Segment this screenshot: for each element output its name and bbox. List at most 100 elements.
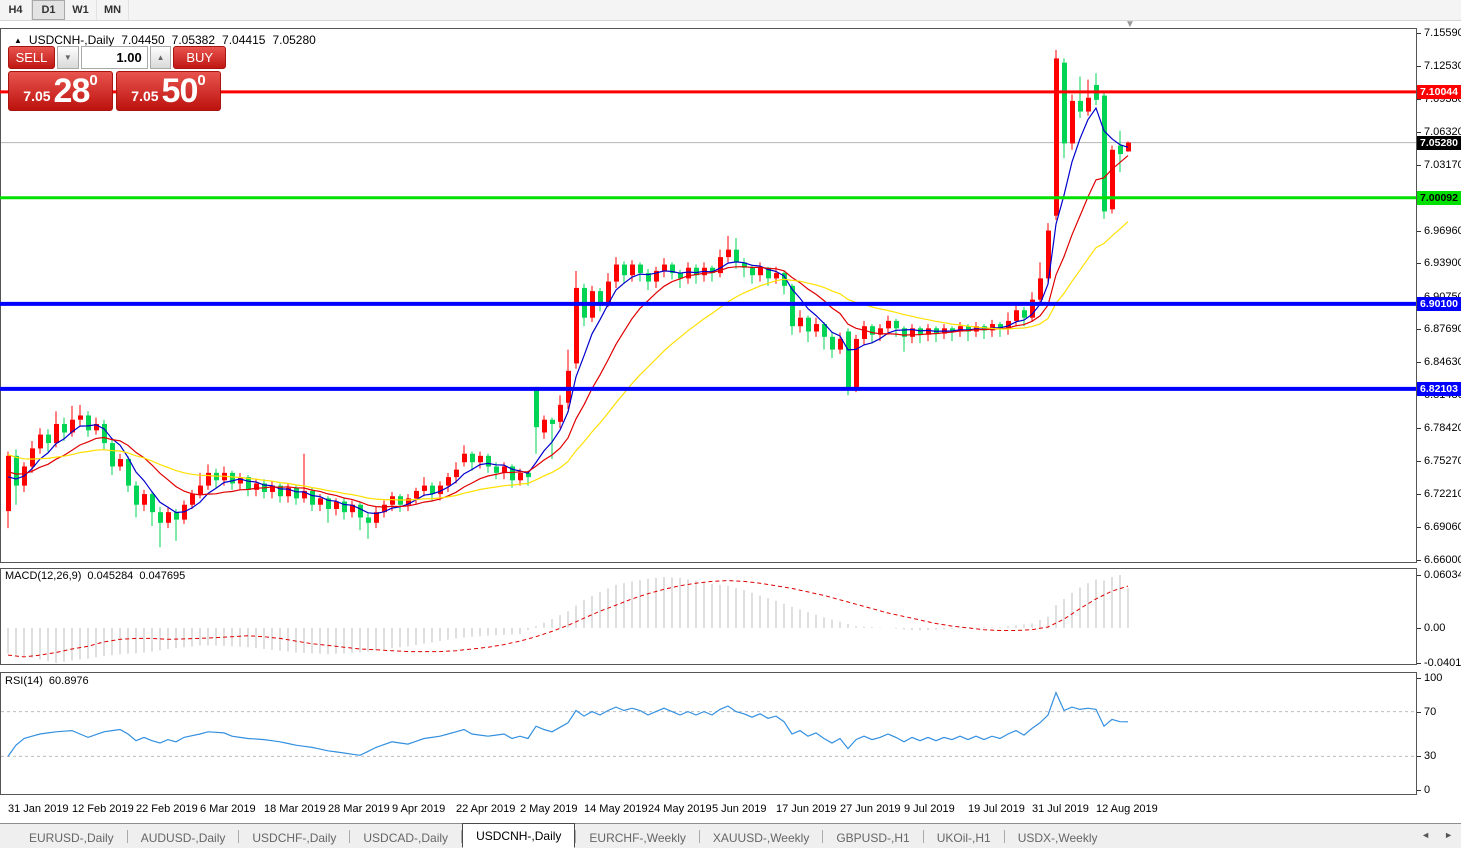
rsi-name: RSI(14) xyxy=(5,675,43,687)
ohlc-low: 7.04415 xyxy=(222,33,266,47)
macd-name: MACD(12,26,9) xyxy=(5,570,82,582)
buy-price-prefix: 7.05 xyxy=(131,88,159,104)
tab-separator xyxy=(238,830,240,843)
date-label: 5 Jun 2019 xyxy=(712,803,767,815)
macd-tick-label: 0.060343 xyxy=(1424,568,1461,581)
timeframe-button-w1[interactable]: W1 xyxy=(65,0,97,20)
buy-price-display[interactable]: 7.05 50 0 xyxy=(116,71,221,111)
axis-tick xyxy=(1417,756,1421,758)
macd-tick-label: -0.040136 xyxy=(1424,657,1461,670)
tab-separator xyxy=(349,830,351,843)
date-label: 24 May 2019 xyxy=(648,803,712,815)
chart-tab-usdchf-daily[interactable]: USDCHF-,Daily xyxy=(252,830,337,845)
price-tick-label: 6.96960 xyxy=(1424,224,1461,237)
macd-panel xyxy=(0,568,1417,665)
arrow-down-icon: ▼ xyxy=(63,53,72,62)
collapse-arrow-icon[interactable]: ▲ xyxy=(14,35,22,45)
price-badge: 7.00092 xyxy=(1417,190,1461,205)
price-tick-label: 6.78420 xyxy=(1424,422,1461,434)
ohlc-close: 7.05280 xyxy=(272,33,316,47)
price-tick-label: 7.03170 xyxy=(1424,158,1461,171)
chart-tab-ukoil-h1[interactable]: UKOil-,H1 xyxy=(936,830,991,845)
volume-input[interactable]: 1.00 xyxy=(80,46,148,69)
chart-tab-gbpusd-h1[interactable]: GBPUSD-,H1 xyxy=(836,830,910,845)
axis-tick xyxy=(1417,329,1421,331)
rsi-tick-label: 100 xyxy=(1424,672,1443,684)
date-label: 27 Jun 2019 xyxy=(840,803,901,815)
sell-button[interactable]: SELL xyxy=(8,46,55,69)
price-tick-label: 6.66000 xyxy=(1424,553,1461,566)
time-axis: 31 Jan 2019 12 Feb 2019 22 Feb 2019 6 Mar 2… xyxy=(0,801,1417,821)
volume-increase-button[interactable]: ▲ xyxy=(149,46,172,69)
tab-separator xyxy=(126,830,128,843)
timeframe-button-d1[interactable]: D1 xyxy=(32,0,65,20)
axis-tick xyxy=(1417,461,1421,463)
tab-scroll-right-icon[interactable]: ► xyxy=(1444,830,1453,840)
chart-tab-xauusd-weekly[interactable]: XAUUSD-,Weekly xyxy=(712,830,810,845)
price-tick-label: 6.69060 xyxy=(1424,521,1461,534)
axis-tick xyxy=(1417,663,1421,665)
axis-tick xyxy=(1417,559,1421,561)
price-tick-label: 6.84630 xyxy=(1424,356,1461,368)
macd-signal-value: 0.047695 xyxy=(139,570,186,582)
chart-tab-audusd-daily[interactable]: AUDUSD-,Daily xyxy=(140,830,226,845)
price-badge: 7.05280 xyxy=(1417,135,1461,150)
price-badge: 7.10044 xyxy=(1417,84,1461,99)
date-label: 14 May 2019 xyxy=(584,803,648,815)
volume-decrease-button[interactable]: ▼ xyxy=(57,46,79,69)
rsi-tick-label: 0 xyxy=(1424,784,1431,796)
axis-tick xyxy=(1417,678,1421,679)
chart-tab-usdcnh-daily[interactable]: USDCNH-,Daily xyxy=(462,823,576,848)
macd-tick-label: 0.00 xyxy=(1424,621,1446,634)
timeframe-button-mn[interactable]: MN xyxy=(97,0,129,20)
price-tick-label: 6.72210 xyxy=(1424,487,1461,500)
axis-tick xyxy=(1417,627,1421,629)
chart-tab-eurusd-daily[interactable]: EURUSD-,Daily xyxy=(29,830,114,845)
tab-separator xyxy=(922,830,924,843)
chart-shift-marker-icon[interactable]: ▼ xyxy=(1125,19,1135,30)
date-label: 28 Mar 2019 xyxy=(328,803,390,815)
arrow-up-icon: ▲ xyxy=(156,53,165,62)
date-label: 2 May 2019 xyxy=(520,803,578,815)
date-label: 9 Apr 2019 xyxy=(392,803,446,815)
price-chart-panel xyxy=(0,28,1417,563)
axis-tick xyxy=(1417,33,1421,34)
axis-tick xyxy=(1417,527,1421,529)
timeframe-toolbar: H4 D1 W1 MN xyxy=(0,0,1461,21)
axis-tick xyxy=(1417,428,1421,429)
buy-price-pips: 50 xyxy=(161,72,199,110)
symbol-label: USDCNH-,Daily xyxy=(28,33,115,47)
tab-separator xyxy=(461,830,463,843)
axis-tick xyxy=(1417,65,1421,67)
price-tick-label: 7.12530 xyxy=(1424,59,1461,72)
tab-separator xyxy=(575,830,577,843)
price-tick-label: 6.87690 xyxy=(1424,323,1461,336)
chart-tab-usdcad-daily[interactable]: USDCAD-,Daily xyxy=(363,830,449,845)
one-click-trading-panel: SELL ▼ 1.00 ▲ BUY 7.05 28 0 7.05 50 0 xyxy=(8,46,226,111)
ohlc-open: 7.04450 xyxy=(121,33,165,47)
chart-tab-eurchf-weekly[interactable]: EURCHF-,Weekly xyxy=(589,830,686,845)
axis-tick xyxy=(1417,711,1421,713)
axis-tick xyxy=(1417,98,1421,100)
tab-separator xyxy=(698,830,700,843)
date-label: 17 Jun 2019 xyxy=(776,803,837,815)
date-label: 31 Jan 2019 xyxy=(8,803,69,815)
date-label: 19 Jul 2019 xyxy=(968,803,1025,815)
sell-price-prefix: 7.05 xyxy=(23,88,51,104)
price-axis: 7.15590 7.12530 7.09380 7.06320 7.03170 6.969… xyxy=(1417,27,1461,796)
date-label: 9 Jul 2019 xyxy=(904,803,955,815)
tab-scroll-controls: ◄ ► xyxy=(1421,830,1453,840)
tab-separator xyxy=(822,830,824,843)
sell-price-display[interactable]: 7.05 28 0 xyxy=(8,71,113,111)
date-label: 22 Apr 2019 xyxy=(456,803,516,815)
chart-tab-usdx-weekly[interactable]: USDX-,Weekly xyxy=(1017,830,1098,845)
buy-button[interactable]: BUY xyxy=(173,46,226,69)
rsi-tick-label: 30 xyxy=(1424,750,1437,763)
timeframe-button-h4[interactable]: H4 xyxy=(0,0,32,20)
macd-main-value: 0.045284 xyxy=(87,570,134,582)
axis-tick xyxy=(1417,574,1421,576)
tab-separator xyxy=(1003,830,1005,843)
rsi-tick-label: 70 xyxy=(1424,705,1437,718)
tab-scroll-left-icon[interactable]: ◄ xyxy=(1421,830,1431,840)
